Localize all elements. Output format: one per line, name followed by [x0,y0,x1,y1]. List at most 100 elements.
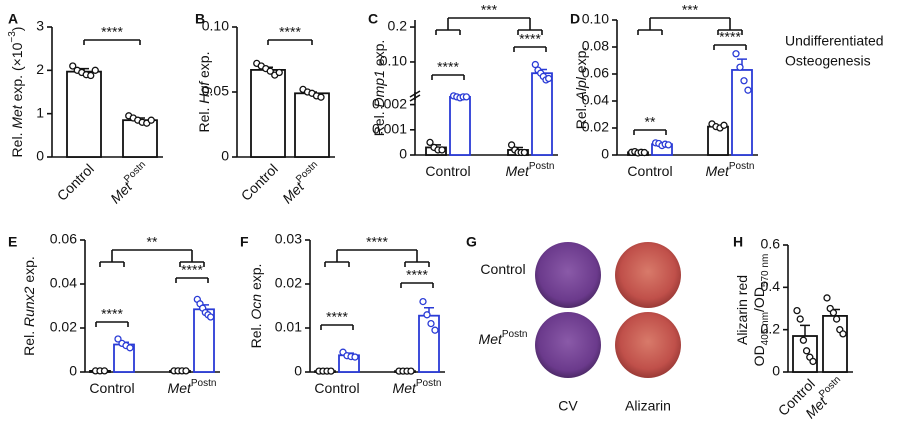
panel-letter: G [466,234,477,250]
panel-letter: B [195,11,205,27]
column-label: Alizarin [625,398,671,414]
y-tick-label: 0.01 [275,319,302,335]
x-tick-label-part: Control [238,160,281,203]
y-tick-label: 0.4 [761,278,781,294]
y-axis-label: Rel. Alpl exp. [573,47,589,130]
bar [531,72,553,156]
significance-label: **** [326,309,348,325]
x-tick-label: Control [89,380,134,396]
y-axis-label-part: OD [751,345,767,366]
y-tick-label: 0.08 [582,38,609,54]
y-tick-label: 0.2 [388,18,408,34]
y-tick-label: 0.02 [275,275,302,291]
x-tick-label: Control [238,160,281,203]
y-tick-label: 0.06 [582,65,609,81]
x-tick-label-part: Control [425,163,470,179]
well-image [535,312,601,378]
y-axis-label-part: Runx2 [21,286,37,327]
y-tick-label: 0.02 [582,119,609,135]
panel-letter: H [733,234,743,250]
panel-letter: A [8,11,18,27]
data-point [431,326,439,334]
x-tick-label: MetPostn [278,159,325,206]
x-tick-label: MetPostn [706,161,755,179]
data-point [407,367,415,375]
y-tick-label: 0.04 [582,92,609,108]
y-tick-label: 0 [69,363,77,379]
y-tick-label: 2 [36,61,44,77]
y-axis-label-part: Hgf [196,80,212,104]
data-point [720,121,728,129]
y-axis-label: Rel. Met exp. (×10−3) [7,27,25,158]
data-point [182,367,190,375]
data-point [796,315,804,323]
data-point [793,306,801,315]
data-point [327,367,335,375]
y-axis-label: Rel. Ocn exp. [248,264,264,349]
data-point [740,77,748,85]
x-tick-label: Control [54,160,97,203]
data-point [507,141,516,149]
data-point [91,66,99,74]
x-tick-label: Control [314,380,359,396]
x-tick-label-part: Met [168,380,192,396]
significance-label: **** [366,234,388,250]
x-tick-label-part: Control [54,160,97,203]
x-tick-label: Control [627,163,672,179]
data-point [640,148,649,157]
x-tick-label-part: Control [627,163,672,179]
y-axis-label: Rel. Hgf exp. [196,52,212,133]
x-tick-label-part: Met [393,380,417,396]
y-tick-label: 0.10 [202,18,229,34]
data-point [664,141,673,149]
data-point [126,344,134,352]
data-point [809,357,817,366]
y-axis-label-part: Rel. [21,327,37,356]
significance-label: **** [519,31,541,47]
y-tick-label: 0.2 [761,320,781,336]
x-tick-label-part: Postn [294,159,320,185]
data-point [351,353,359,361]
significance-label: **** [406,267,428,283]
significance-label: *** [682,2,699,18]
y-tick-label: 0.02 [50,319,77,335]
data-point [520,148,529,157]
y-tick-label: 3 [36,18,44,34]
data-point [317,93,325,101]
y-axis-label-part: Rel. [196,104,212,133]
x-tick-label-part: Postn [729,161,755,172]
axis-break [409,94,421,102]
x-tick-label: MetPostn [168,378,217,396]
data-point [207,313,215,321]
y-tick-label: 1 [36,104,44,120]
bar [66,70,102,158]
y-tick-label: 0 [294,363,302,379]
y-axis-label-part: Rel. [9,129,25,158]
error-bar [800,324,810,337]
row-label: MetPostn [479,329,528,347]
y-axis-label-part: Alizarin red [734,275,750,345]
x-tick-label-part: Met [506,163,530,179]
data-point [114,335,122,343]
bar [122,119,158,158]
x-tick-label: MetPostn [106,159,153,206]
y-axis-label-part: Rel. [371,107,387,136]
data-point [427,319,435,328]
row-label-part: Met [479,331,503,347]
data-point [426,138,434,147]
data-point [839,330,847,338]
y-tick-label: 0 [772,363,780,379]
row-label-part: Control [480,261,525,277]
y-axis-label-part: −3 [7,31,18,43]
significance-label: **** [101,306,123,322]
data-point [832,315,841,323]
data-point [419,297,427,306]
axis-break [409,90,421,98]
x-tick-label: MetPostn [506,161,555,179]
y-axis-label: OD405 nm/OD570 nm [751,254,771,367]
y-axis-label-part: exp. [573,47,589,77]
x-tick-label-part: Postn [416,378,442,389]
well-image [615,242,681,308]
data-point [147,116,155,124]
